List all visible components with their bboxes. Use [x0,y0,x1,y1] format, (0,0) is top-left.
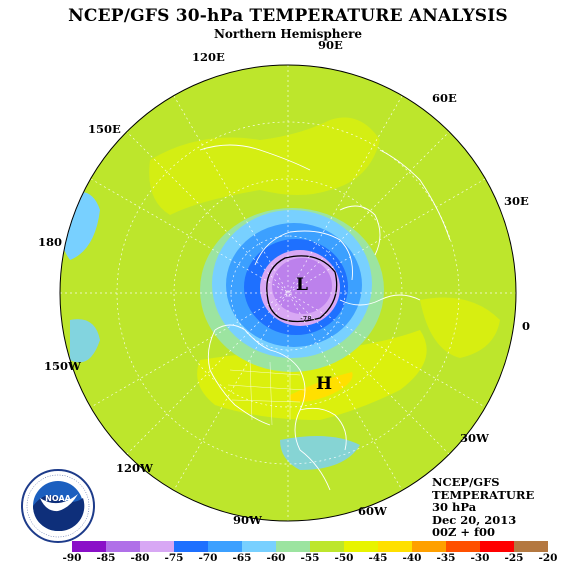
lon-label-150w: 150W [44,359,82,373]
cold-patch-west-2 [70,319,100,363]
coastlines [199,144,451,491]
colorbar-swatch [344,541,378,552]
lon-label-30e: 30E [504,194,529,208]
noaa-logo-text: NOAA [45,494,71,503]
info-box: NCEP/GFS TEMPERATURE 30 hPa Dec 20, 2013… [432,476,534,539]
lon-label-60w: 60W [358,504,388,518]
colorbar-label: -30 [470,552,490,564]
warm-region-east [420,297,500,358]
lon-label-120w: 120W [116,461,154,475]
contour-label: -78 [300,315,311,323]
colorbar-swatch [208,541,242,552]
colorbar-label: -65 [232,552,252,564]
map-disc-outline [59,64,517,522]
colorbar-label: -75 [164,552,184,564]
colorbar-swatch [174,541,208,552]
colorbar-label: -35 [436,552,456,564]
colorbar-label: -85 [96,552,116,564]
info-date: Dec 20, 2013 [432,512,517,527]
lon-label-0: 0 [522,319,530,333]
colorbar-label: -50 [334,552,354,564]
info-level: 30 hPa [432,500,477,514]
colorbar [72,541,548,552]
colorbar-swatch [276,541,310,552]
colorbar-swatch [378,541,412,552]
colorbar-label: -40 [402,552,422,564]
lon-label-30w: 30W [460,431,490,445]
colorbar-labels: -90 -85 -80 -75 -70 -65 -60 -55 -50 -45 -40 -35 -30 -… [0,552,576,566]
lon-label-60e: 60E [432,91,457,105]
map-title: NCEP/GFS 30-hPa TEMPERATURE ANALYSIS [68,6,508,26]
lon-label-180: 180 [38,235,62,249]
cold-patch-south [280,436,360,470]
colorbar-label: -80 [130,552,150,564]
colorbar-swatch [72,541,106,552]
colorbar-swatch [310,541,344,552]
colorbar-label: -25 [504,552,524,564]
colorbar-label: -55 [300,552,320,564]
warm-region-america [197,330,427,420]
info-time: 00Z + f00 [432,525,495,539]
lon-label-90w: 90W [233,513,263,527]
warm-core-h [290,372,353,402]
colorbar-label: -70 [198,552,218,564]
colorbar-swatch [140,541,174,552]
map-subtitle: Northern Hemisphere [213,27,363,41]
contour-line [266,255,338,323]
noaa-logo: NOAA [21,469,95,543]
colorbar-label: -45 [368,552,388,564]
cold-core-85 [272,258,332,314]
lon-label-120e: 120E [192,50,225,64]
colorbar-swatch [106,541,140,552]
lon-label-150e: 150E [88,122,121,136]
colorbar-label: -90 [62,552,82,564]
high-pressure-marker: H [316,374,332,394]
colorbar-label: -20 [538,552,558,564]
colorbar-swatch [514,541,548,552]
graticule [60,65,516,521]
warm-region-north [149,117,380,215]
colorbar-label: -60 [266,552,286,564]
info-model: NCEP/GFS [432,475,500,489]
colorbar-swatch [242,541,276,552]
state-boundaries [227,359,306,426]
colorbar-swatch [412,541,446,552]
colorbar-swatch [446,541,480,552]
low-pressure-marker: L [296,275,308,295]
colorbar-swatch [480,541,514,552]
lon-label-90e: 90E [318,38,343,52]
info-variable: TEMPERATURE [432,487,535,502]
